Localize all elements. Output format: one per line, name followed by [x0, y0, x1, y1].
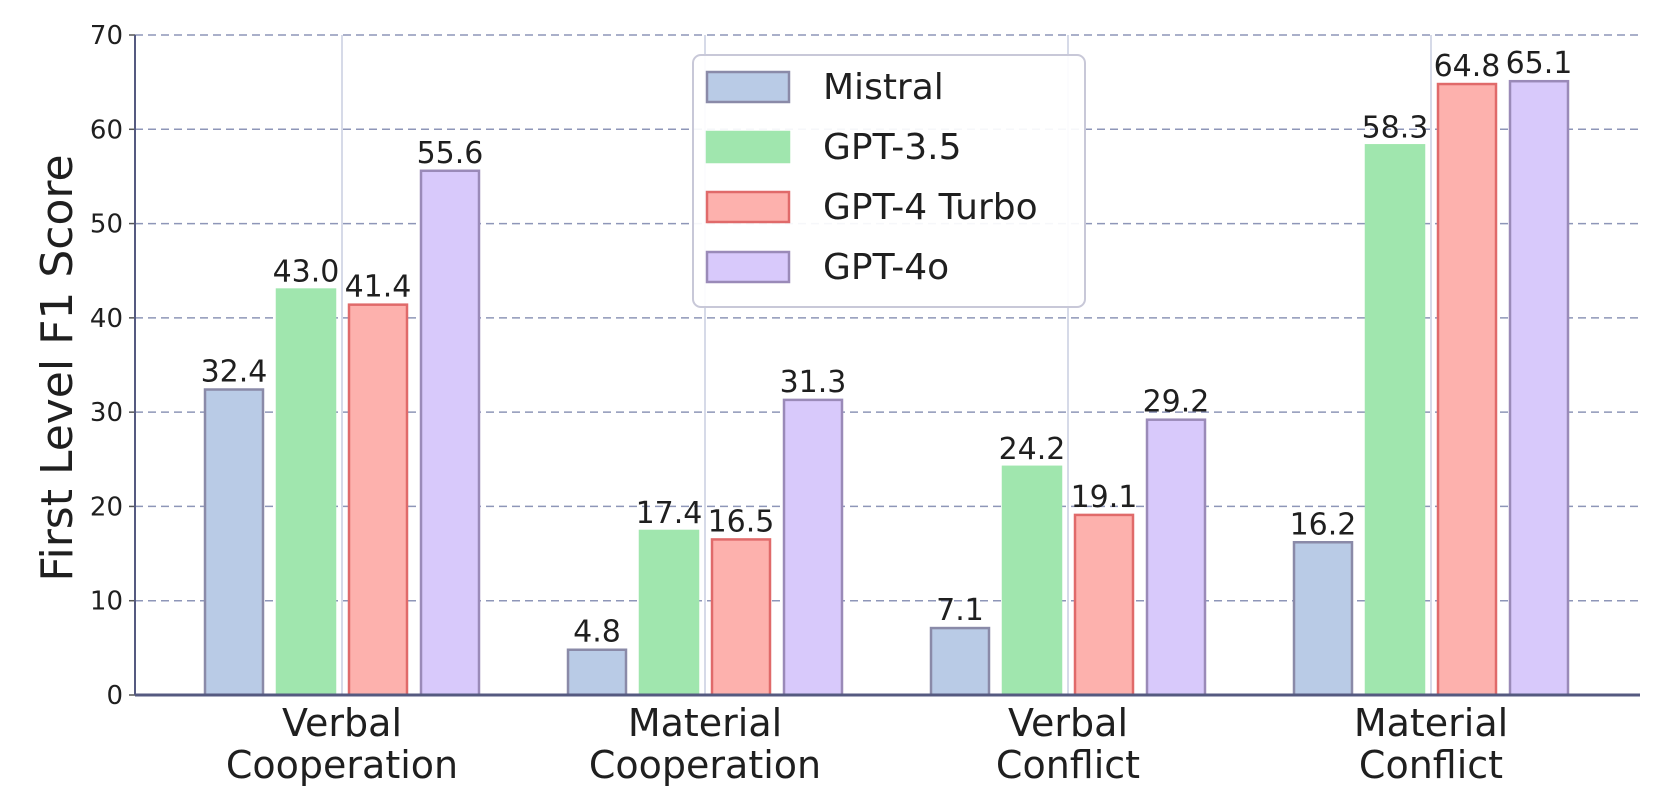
bar-mistral-3: [1292, 541, 1354, 697]
y-tick-label: 50: [90, 210, 123, 240]
value-label: 7.1: [936, 593, 984, 628]
x-tick-label: Verbal: [282, 701, 402, 745]
value-label: 16.5: [708, 504, 775, 539]
bar-gpt-3-5-0: [275, 288, 337, 697]
bar-gpt-4-turbo-1: [710, 538, 772, 697]
x-tick-label: Material: [1354, 701, 1508, 745]
y-tick-label: 10: [90, 587, 123, 617]
axes: 010203040506070VerbalCooperationMaterial…: [90, 21, 1640, 787]
x-tick-label: Cooperation: [226, 743, 458, 787]
bar-mistral-1: [566, 648, 628, 697]
y-tick-label: 20: [90, 492, 123, 522]
bars: [203, 79, 1570, 697]
legend-label: GPT-4 Turbo: [823, 187, 1038, 228]
legend: Mistral GPT-3.5 GPT-4 Turbo GPT-4o: [692, 54, 1086, 308]
value-label: 4.8: [573, 615, 621, 650]
legend-swatch: [705, 130, 791, 164]
x-tick-label: Conflict: [1359, 743, 1503, 787]
y-tick-label: 70: [90, 21, 123, 51]
legend-swatch: [705, 70, 791, 104]
y-axis-title: First Level F1 Score: [32, 154, 83, 581]
value-labels: 32.4 4.8 7.1 16.2 43.0 17.4 24.2 58.3 41.4 16.5 19…: [201, 46, 1573, 650]
value-label: 55.6: [417, 136, 484, 171]
value-label: 32.4: [201, 355, 268, 390]
y-tick-label: 0: [106, 681, 123, 711]
bar-gpt-4o-2: [1145, 418, 1207, 697]
bar-gpt-4o-3: [1508, 79, 1570, 697]
x-tick-label: Conflict: [996, 743, 1140, 787]
y-tick-label: 60: [90, 115, 123, 145]
bar-mistral-0: [203, 388, 265, 697]
bar-gpt-4-turbo-2: [1073, 513, 1135, 697]
bar-gpt-4o-1: [782, 398, 844, 697]
bar-gpt-4-turbo-0: [347, 303, 409, 697]
y-tick-label: 30: [90, 398, 123, 428]
value-label: 65.1: [1506, 46, 1573, 81]
value-label: 58.3: [1362, 110, 1429, 145]
value-label: 19.1: [1071, 480, 1138, 515]
bar-gpt-3-5-3: [1364, 144, 1426, 697]
legend-frame: [692, 54, 1086, 308]
bar-gpt-3-5-1: [638, 529, 700, 697]
value-label: 31.3: [780, 365, 847, 400]
bar-gpt-3-5-2: [1001, 465, 1063, 697]
bar-gpt-4o-0: [419, 169, 481, 697]
value-label: 16.2: [1290, 507, 1357, 542]
legend-label: GPT-4o: [823, 247, 949, 288]
legend-swatch: [705, 250, 791, 284]
value-label: 43.0: [273, 255, 340, 290]
value-label: 41.4: [345, 270, 412, 305]
value-label: 64.8: [1434, 49, 1501, 84]
bar-gpt-4-turbo-3: [1436, 82, 1498, 697]
bar-mistral-2: [929, 626, 991, 697]
value-label: 17.4: [636, 496, 703, 531]
x-tick-label: Material: [628, 701, 782, 745]
x-tick-label: Verbal: [1008, 701, 1128, 745]
x-tick-label: Cooperation: [589, 743, 821, 787]
value-label: 29.2: [1143, 385, 1210, 420]
legend-label: GPT-3.5: [823, 127, 962, 168]
legend-swatch: [705, 190, 791, 224]
value-label: 24.2: [999, 432, 1066, 467]
y-tick-label: 40: [90, 304, 123, 334]
legend-label: Mistral: [823, 67, 944, 108]
